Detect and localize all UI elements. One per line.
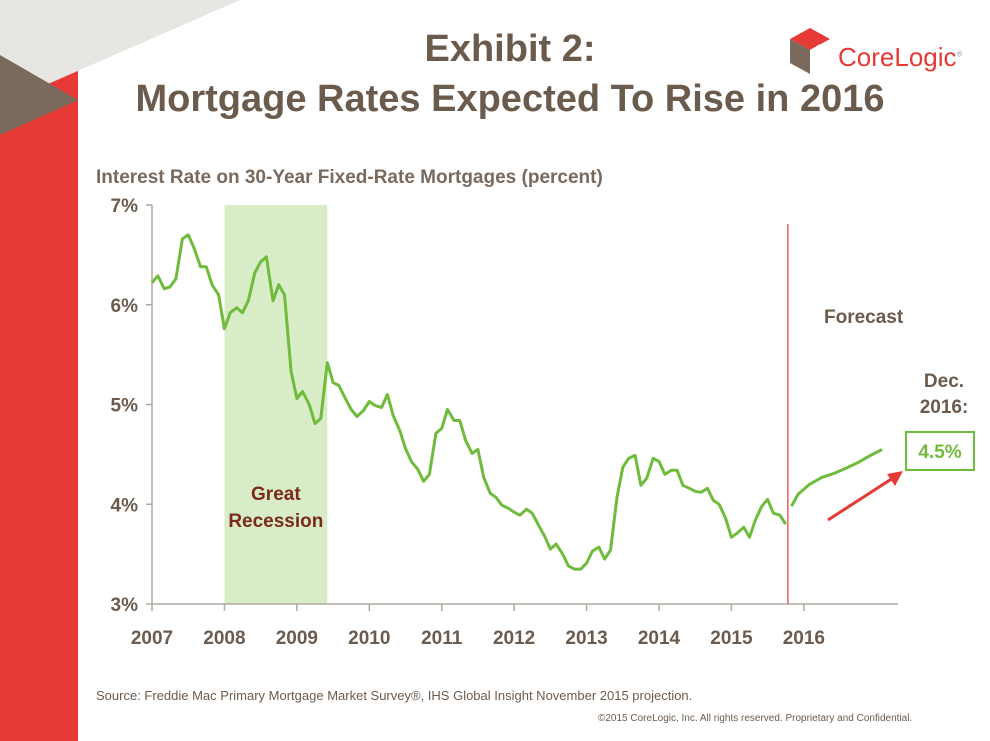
copyright-note: ©2015 CoreLogic, Inc. All rights reserve… [598,713,913,724]
recession-band [224,205,328,604]
callout-label-line2: 2016: [920,397,969,418]
y-tick-label: 6% [111,296,139,317]
y-axis-label: Interest Rate on 30-Year Fixed-Rate Mort… [96,167,603,188]
callout-label-line1: Dec. [924,371,964,392]
callout-value-box [905,431,975,471]
actual-rate-line [150,233,787,571]
x-tick-label: 2015 [710,628,753,649]
x-tick-label: 2011 [421,628,463,649]
x-tick-label: 2012 [493,628,535,649]
source-note: Source: Freddie Mac Primary Mortgage Mar… [96,688,693,703]
rising-arrow-head [887,471,903,486]
recession-label-line2: Recession [228,511,323,532]
chart-title-line2: Mortgage Rates Expected To Rise in 2016 [135,78,885,120]
y-tick-label: 4% [111,495,139,516]
corelogic-cube-icon [790,28,830,74]
x-tick-label: 2007 [131,628,173,649]
callout-value-label: 4.5% [918,442,961,463]
corelogic-logo: CoreLogic® [788,24,968,84]
forecast-label: Forecast [824,307,904,328]
y-tick-label: 5% [111,396,139,417]
x-tick-label: 2008 [203,628,245,649]
x-tick-label: 2010 [348,628,390,649]
rising-arrow-shaft [827,476,894,522]
x-tick-label: 2016 [783,628,825,649]
x-tick-label: 2014 [638,628,681,649]
recession-label-line1: Great [251,484,301,505]
y-tick-label: 3% [111,595,139,616]
decorative-corner [0,0,240,135]
chart-title-line1: Exhibit 2: [424,28,596,70]
x-tick-label: 2013 [565,628,607,649]
corelogic-logo-text: CoreLogic® [838,42,963,72]
forecast-rate-line [790,448,883,507]
x-tick-label: 2009 [276,628,318,649]
y-tick-label: 7% [111,196,139,217]
